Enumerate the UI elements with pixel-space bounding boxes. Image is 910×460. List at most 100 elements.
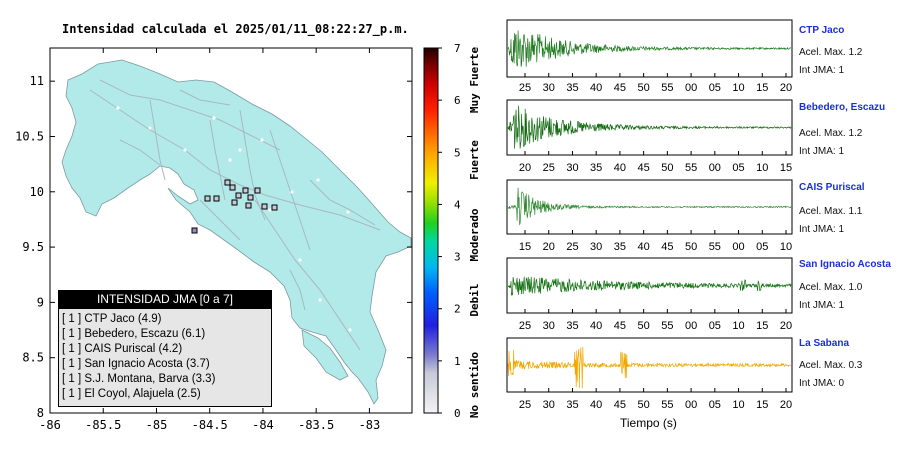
map-y-tick-label: 10.5 (15, 129, 44, 143)
time-tick-label: 00 (709, 162, 721, 174)
time-tick-label: 25 (566, 241, 578, 253)
time-tick-label: 05 (709, 399, 721, 411)
time-tick-label: 15 (780, 162, 792, 174)
map-x-tick-label: -83.5 (298, 418, 334, 432)
legend-row: [ 1 ] El Coyol, Alajuela (2.5) (62, 388, 201, 400)
time-tick-label: 30 (566, 162, 578, 174)
legend-row: [ 1 ] CAIS Puriscal (4.2) (62, 343, 183, 355)
time-tick-label: 50 (638, 320, 650, 332)
time-tick-label: 25 (519, 82, 531, 94)
time-tick-label: 25 (519, 399, 531, 411)
time-tick-label: 15 (756, 82, 768, 94)
trace-panel: 25 30 35 40 45 50 55 00 05 10 15 20 (506, 19, 793, 94)
time-tick-label: 55 (661, 82, 673, 94)
time-tick-label: 30 (543, 82, 555, 94)
time-tick-label: 45 (638, 162, 650, 174)
time-tick-label: 30 (543, 320, 555, 332)
map-x-tick-label: -83 (359, 418, 381, 432)
seismogram-trace (507, 187, 792, 226)
acel-max: Acel. Max. 1.0 (799, 282, 863, 293)
time-tick-label: 20 (780, 399, 792, 411)
time-tick-label: 05 (732, 162, 744, 174)
colorbar-intensity-label: Moderado (468, 208, 481, 261)
map-y-tick-label: 10 (30, 185, 44, 199)
station-name: San Ignacio Acosta (799, 259, 891, 270)
seismogram-trace (507, 30, 792, 67)
time-tick-label: 50 (685, 241, 697, 253)
time-axis: 15 20 25 30 35 40 45 50 55 00 05 10 (519, 230, 792, 253)
colorbar (423, 47, 439, 414)
colorbar-intensity-label: No sentido (468, 352, 481, 419)
trace-panel: 25 30 35 40 45 50 55 00 05 10 15 20 (506, 337, 793, 411)
time-tick-label: 35 (566, 399, 578, 411)
time-tick-label: 35 (614, 241, 626, 253)
time-tick-label: 15 (756, 320, 768, 332)
colorbar-tick-label: 4 (454, 198, 461, 211)
time-tick-label: 25 (519, 320, 531, 332)
time-tick-label: 40 (590, 399, 602, 411)
time-tick-label: 30 (590, 241, 602, 253)
legend-header: INTENSIDAD JMA [0 a 7] (58, 290, 272, 309)
land-mass (61, 59, 412, 405)
acel-max: Acel. Max. 0.3 (799, 360, 863, 371)
colorbar-ticks: 0 1 2 3 4 5 6 7 (438, 42, 461, 420)
legend-row: [ 1 ] San Ignacio Acosta (3.7) (62, 358, 210, 370)
time-tick-label: 30 (543, 399, 555, 411)
acel-max: Acel. Max. 1.2 (799, 47, 863, 58)
time-tick-label: 15 (756, 399, 768, 411)
time-tick-label: 55 (661, 399, 673, 411)
colorbar-tick-label: 3 (454, 251, 461, 264)
time-tick-label: 50 (638, 399, 650, 411)
time-axis: 20 25 30 35 40 45 50 55 00 05 10 15 (519, 151, 792, 174)
int-jma: Int JMA: 1 (799, 300, 845, 311)
seismogram-trace (507, 105, 792, 149)
time-tick-label: 20 (780, 320, 792, 332)
time-tick-label: 55 (685, 162, 697, 174)
map-x-tick-label: -86 (39, 418, 61, 432)
map-x-axis: -86 -85.5 -85 -84.5 -84 -83.5 -83 (39, 48, 380, 432)
station-name: CTP Jaco (799, 25, 845, 36)
time-tick-label: 35 (590, 162, 602, 174)
legend-row: [ 1 ] S.J. Montana, Barva (3.3) (62, 373, 216, 385)
seismogram-trace (507, 346, 792, 389)
time-axis-label: Tiempo (s) (620, 416, 677, 430)
station-markers (191, 179, 278, 234)
map-y-tick-label: 8.5 (22, 351, 44, 365)
colorbar-tick-label: 1 (454, 355, 461, 368)
map-y-tick-label: 11 (30, 74, 44, 88)
map-x-tick-label: -85 (146, 418, 168, 432)
time-tick-label: 35 (566, 82, 578, 94)
time-tick-label: 50 (638, 82, 650, 94)
time-tick-label: 40 (590, 320, 602, 332)
trace-panel: 20 25 30 35 40 45 50 55 00 05 10 15 (506, 99, 793, 174)
map-y-tick-label: 8 (37, 406, 44, 420)
time-tick-label: 10 (732, 320, 744, 332)
time-tick-label: 00 (732, 241, 744, 253)
map-title: Intensidad calculada el 2025/01/11_08:22… (62, 22, 409, 36)
colorbar-tick-label: 0 (454, 407, 461, 420)
time-tick-label: 45 (614, 399, 626, 411)
time-tick-label: 10 (780, 241, 792, 253)
town-dots (116, 106, 352, 332)
time-tick-label: 10 (732, 82, 744, 94)
colorbar-intensity-label: Fuerte (468, 140, 481, 180)
map-x-tick-label: -85.5 (85, 418, 121, 432)
colorbar-tick-label: 7 (454, 42, 461, 55)
colorbar-intensity-label: Debil (468, 283, 481, 316)
station-name: Bebedero, Escazu (799, 102, 886, 113)
time-tick-label: 05 (709, 320, 721, 332)
map-y-tick-label: 9 (37, 295, 44, 309)
time-tick-label: 10 (732, 399, 744, 411)
time-tick-label: 00 (685, 320, 697, 332)
time-tick-label: 55 (709, 241, 721, 253)
station-name: CAIS Puriscal (799, 182, 865, 193)
acel-max: Acel. Max. 1.1 (799, 206, 863, 217)
time-tick-label: 55 (661, 320, 673, 332)
legend-row: [ 1 ] Bebedero, Escazu (6.1) (62, 328, 206, 340)
time-tick-label: 00 (685, 399, 697, 411)
time-axis: 25 30 35 40 45 50 55 00 05 10 15 20 (519, 388, 792, 411)
time-tick-label: 20 (543, 241, 555, 253)
time-tick-label: 45 (661, 241, 673, 253)
int-jma: Int JMA: 1 (799, 224, 845, 235)
